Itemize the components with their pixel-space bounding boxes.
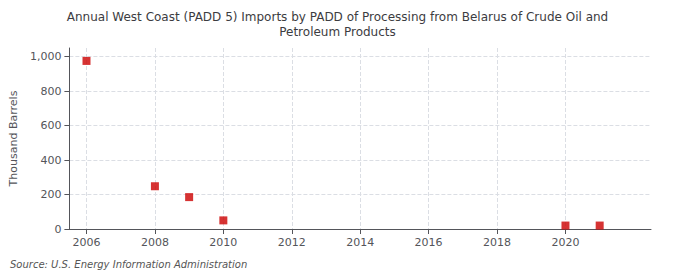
svg-text:2008: 2008	[141, 236, 169, 249]
svg-text:1,000: 1,000	[30, 50, 62, 63]
svg-text:2018: 2018	[483, 236, 511, 249]
svg-text:2012: 2012	[278, 236, 306, 249]
svg-text:400: 400	[40, 154, 61, 167]
svg-text:0: 0	[54, 223, 61, 236]
svg-text:2016: 2016	[415, 236, 443, 249]
svg-text:2020: 2020	[551, 236, 579, 249]
svg-text:200: 200	[40, 188, 61, 201]
svg-text:2006: 2006	[72, 236, 100, 249]
svg-text:Thousand Barrels: Thousand Barrels	[7, 90, 20, 187]
svg-text:Annual West Coast (PADD 5) Imp: Annual West Coast (PADD 5) Imports by PA…	[67, 10, 608, 24]
svg-text:2010: 2010	[209, 236, 237, 249]
svg-text:Petroleum Products: Petroleum Products	[279, 25, 396, 39]
svg-text:800: 800	[40, 85, 61, 98]
svg-text:Source: U.S. Energy Informatio: Source: U.S. Energy Information Administ…	[10, 259, 247, 270]
svg-text:2014: 2014	[346, 236, 374, 249]
svg-text:600: 600	[40, 119, 61, 132]
